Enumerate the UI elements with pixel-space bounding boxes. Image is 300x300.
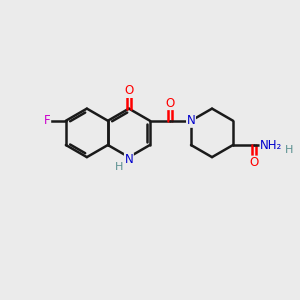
Text: H: H: [285, 145, 293, 155]
Text: NH₂: NH₂: [260, 139, 282, 152]
Text: H: H: [115, 162, 123, 172]
Text: F: F: [44, 114, 51, 127]
Text: N: N: [124, 153, 133, 166]
Text: N: N: [187, 114, 195, 127]
Text: O: O: [249, 156, 258, 169]
Text: O: O: [166, 97, 175, 110]
Text: O: O: [124, 84, 134, 98]
